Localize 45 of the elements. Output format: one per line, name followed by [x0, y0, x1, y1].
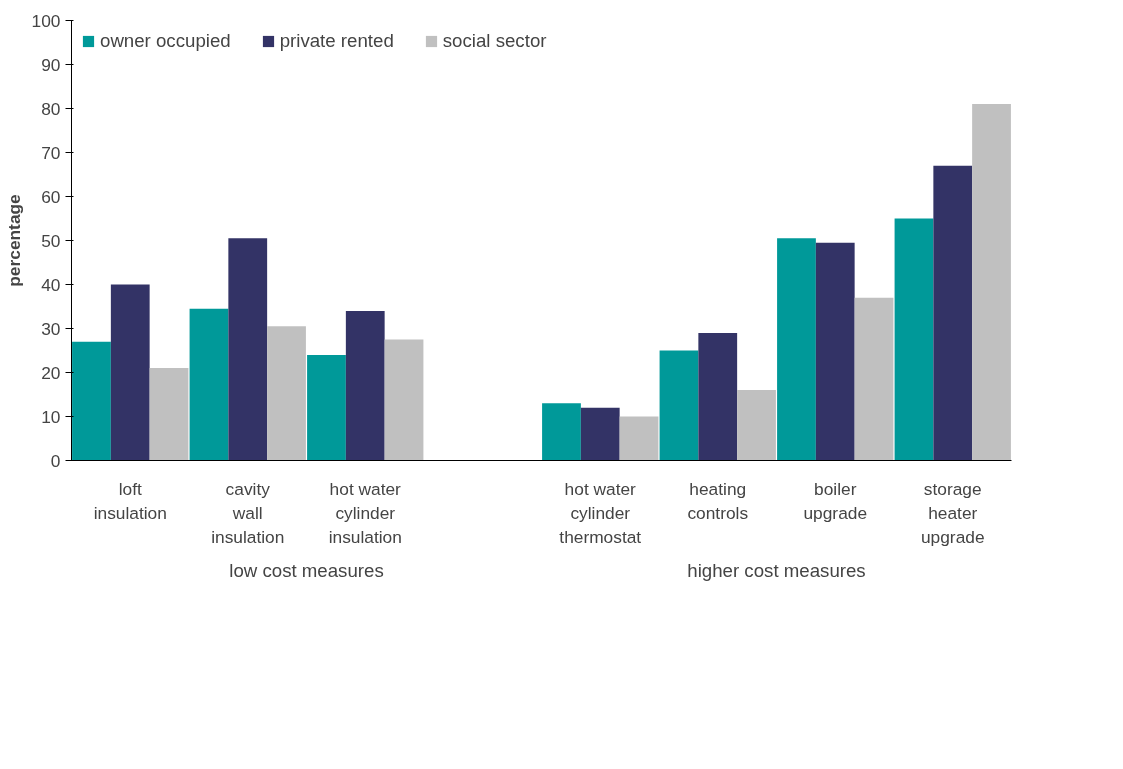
text: low cost measures — [229, 559, 384, 581]
y-tick-label: 10 — [41, 406, 61, 427]
legend-label: private rented — [279, 30, 394, 52]
bar — [894, 218, 934, 461]
bar — [189, 308, 229, 461]
x-tick-label: hot water cylinder insulation — [328, 478, 402, 547]
x-tick-label: loft insulation — [93, 478, 167, 523]
bar — [737, 390, 776, 461]
x-tick-label: heating controls — [687, 478, 749, 523]
bar — [345, 310, 385, 461]
bar — [619, 416, 659, 461]
y-tick-label: 60 — [41, 186, 61, 207]
x-tick-label: cavity wall insulation — [211, 478, 285, 547]
x-tick-label: storage heater upgrade — [920, 478, 985, 547]
y-tick-label: 30 — [41, 318, 61, 339]
bar — [307, 354, 346, 461]
bar — [110, 284, 150, 461]
y-tick-label: 80 — [41, 98, 61, 119]
bar — [815, 242, 855, 461]
y-tick-label: 90 — [41, 54, 61, 75]
legend-label: social sector — [442, 30, 547, 52]
bar — [972, 104, 1011, 461]
text: higher cost measures — [687, 559, 866, 581]
bar — [228, 238, 268, 461]
y-tick-label: 0 — [50, 450, 61, 471]
x-tick-label: boiler upgrade — [803, 478, 868, 523]
y-tick-label: 100 — [31, 10, 61, 31]
bar — [542, 403, 581, 461]
bar — [72, 341, 111, 461]
bar — [267, 326, 306, 461]
bar — [854, 297, 894, 461]
y-axis-title: percentage — [3, 193, 24, 287]
y-tick-label: 70 — [41, 142, 61, 163]
bar — [384, 339, 424, 461]
bar — [933, 165, 973, 461]
bar — [580, 407, 620, 461]
y-tick-label: 50 — [41, 230, 61, 251]
legend-label: owner occupied — [100, 30, 231, 52]
bar — [698, 332, 738, 461]
x-tick-label: hot water cylinder thermostat — [559, 478, 642, 547]
y-tick-label: 20 — [41, 362, 61, 383]
bar — [777, 238, 816, 461]
bar — [659, 350, 699, 461]
y-tick-label: 40 — [41, 274, 61, 295]
bar — [149, 368, 189, 461]
